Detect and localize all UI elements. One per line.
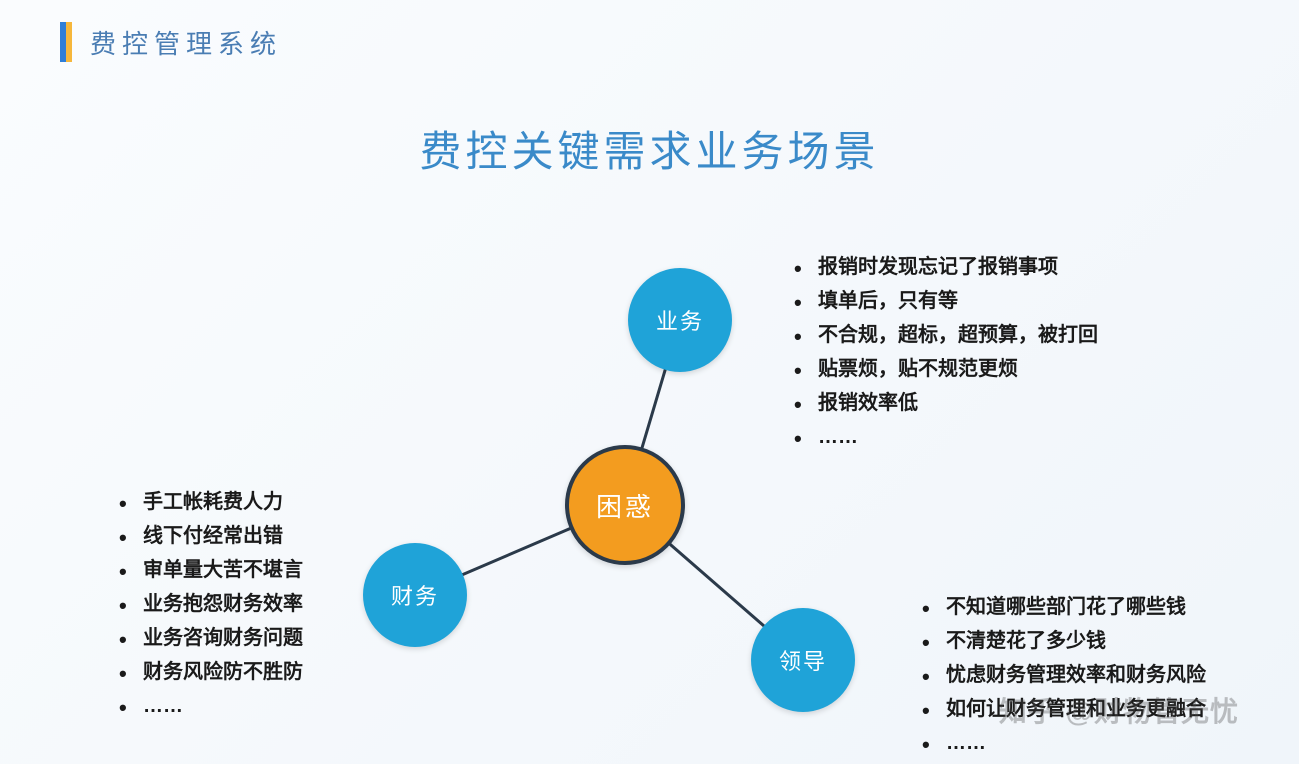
bullet-item: 审单量大苦不堪言 bbox=[115, 553, 303, 587]
watermark-text: 知乎 @财物管无忧 bbox=[999, 690, 1239, 730]
bullet-list-leader: 不知道哪些部门花了哪些钱不清楚花了多少钱忧虑财务管理效率和财务风险如何让财务管理… bbox=[918, 590, 1206, 760]
bullet-item: 业务抱怨财务效率 bbox=[115, 587, 303, 621]
node-center: 困惑 bbox=[565, 445, 685, 565]
bullet-item: 手工帐耗费人力 bbox=[115, 485, 303, 519]
bullet-item: 报销时发现忘记了报销事项 bbox=[790, 250, 1098, 284]
bullet-item: 忧虑财务管理效率和财务风险 bbox=[918, 658, 1206, 692]
node-leader: 领导 bbox=[751, 608, 855, 712]
bullet-item: 不合规，超标，超预算，被打回 bbox=[790, 318, 1098, 352]
bullet-item: …… bbox=[790, 420, 1098, 454]
bullet-item: 不清楚花了多少钱 bbox=[918, 624, 1206, 658]
bullet-item: 业务咨询财务问题 bbox=[115, 621, 303, 655]
bullet-list-business: 报销时发现忘记了报销事项填单后，只有等不合规，超标，超预算，被打回贴票烦，贴不规… bbox=[790, 250, 1098, 454]
bullet-item: 填单后，只有等 bbox=[790, 284, 1098, 318]
diagram-canvas: 困惑 业务财务领导 报销时发现忘记了报销事项填单后，只有等不合规，超标，超预算，被打… bbox=[0, 0, 1299, 764]
bullet-item: …… bbox=[115, 689, 303, 723]
bullet-item: 贴票烦，贴不规范更烦 bbox=[790, 352, 1098, 386]
bullet-item: 不知道哪些部门花了哪些钱 bbox=[918, 590, 1206, 624]
bullet-item: 报销效率低 bbox=[790, 386, 1098, 420]
node-business: 业务 bbox=[628, 268, 732, 372]
bullet-item: 财务风险防不胜防 bbox=[115, 655, 303, 689]
node-finance: 财务 bbox=[363, 543, 467, 647]
bullet-item: 线下付经常出错 bbox=[115, 519, 303, 553]
bullet-item: …… bbox=[918, 726, 1206, 760]
bullet-list-finance: 手工帐耗费人力线下付经常出错审单量大苦不堪言业务抱怨财务效率业务咨询财务问题财务… bbox=[115, 485, 303, 723]
